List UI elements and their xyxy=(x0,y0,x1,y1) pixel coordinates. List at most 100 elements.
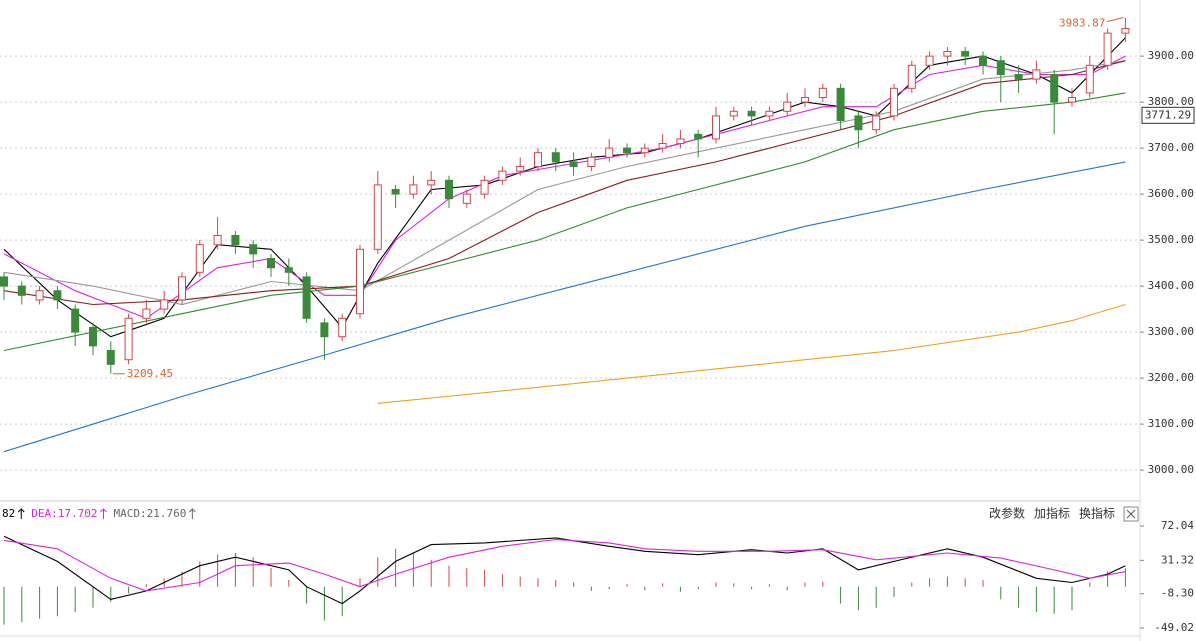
candle-body xyxy=(445,179,453,200)
indicator-line xyxy=(3,60,1126,306)
y-tick-label: 3300.00 xyxy=(1148,325,1194,338)
candle-body xyxy=(231,235,240,246)
candle-body xyxy=(35,290,44,301)
candle-body xyxy=(373,184,382,250)
candle-body xyxy=(427,179,436,186)
arrow-up xyxy=(100,508,107,519)
y-tick-label: 31.32 xyxy=(1161,553,1194,566)
indicator-line xyxy=(3,60,1126,306)
candle-body xyxy=(925,55,934,66)
cursor-box xyxy=(1141,106,1195,124)
candle-body xyxy=(979,55,987,66)
candle-body xyxy=(124,317,133,361)
candle-body xyxy=(587,156,596,168)
high-label: 3983.87 xyxy=(1059,17,1105,30)
candle-body xyxy=(961,51,970,57)
macd-header: 82 xyxy=(2,507,15,520)
indicator-line xyxy=(3,37,1126,338)
candle-body xyxy=(320,322,329,338)
candle-body xyxy=(160,299,169,310)
candle-body xyxy=(178,276,186,301)
candle-body xyxy=(53,290,62,301)
candle-body xyxy=(142,308,151,319)
indicator-line xyxy=(3,535,1126,605)
candle-body xyxy=(0,276,8,287)
macd-header: MACD:21.760 xyxy=(113,507,186,520)
candle-body xyxy=(890,87,898,117)
low-label: 3209.45 xyxy=(127,367,173,380)
y-tick-label: 3500.00 xyxy=(1148,233,1194,246)
candle-body xyxy=(480,179,489,195)
indicator-button[interactable]: 加指标 xyxy=(1034,506,1070,521)
candle-body xyxy=(996,60,1005,76)
candle-body xyxy=(694,133,703,140)
y-tick-label: 3700.00 xyxy=(1148,141,1194,154)
candle-body xyxy=(1103,32,1112,66)
candle-body xyxy=(17,285,26,296)
macd-header: DEA:17.702 xyxy=(31,507,97,520)
candle-body xyxy=(302,276,311,319)
candle-body xyxy=(195,244,204,273)
y-tick-label: 3000.00 xyxy=(1148,463,1194,476)
candle-body xyxy=(658,143,667,149)
indicator-line xyxy=(3,538,1126,592)
arrow-up xyxy=(188,508,196,519)
y-tick-label: 3200.00 xyxy=(1148,371,1194,384)
y-tick-label: 72.04 xyxy=(1161,519,1194,532)
candle-body xyxy=(712,115,720,140)
candle-body xyxy=(623,147,631,154)
y-tick-label: 3100.00 xyxy=(1148,417,1194,430)
candle-body xyxy=(765,110,774,117)
y-tick-label: 3400.00 xyxy=(1148,279,1194,292)
candle-body xyxy=(569,161,578,168)
candle-body xyxy=(284,267,293,273)
candle-body xyxy=(551,152,560,163)
indicator-line xyxy=(377,303,1126,404)
candle-body xyxy=(872,115,881,131)
indicator-line xyxy=(3,92,1126,352)
candle-body xyxy=(213,235,222,246)
indicator-button[interactable]: 改参数 xyxy=(989,506,1025,521)
candle-body xyxy=(729,110,738,117)
candle-body xyxy=(534,152,542,168)
candle-body xyxy=(1068,97,1076,103)
arrow-up xyxy=(17,508,25,519)
indicator-line xyxy=(3,161,1126,453)
candle-body xyxy=(498,170,507,181)
y-tick-label: 3900.00 xyxy=(1148,49,1194,62)
candle-body xyxy=(409,184,418,195)
y-tick-label: -8.30 xyxy=(1161,587,1194,600)
candle-body xyxy=(907,64,916,89)
candle-body xyxy=(1121,28,1130,34)
candle-body xyxy=(89,327,97,347)
candle-body xyxy=(640,147,649,154)
candle-body xyxy=(943,51,952,57)
candle-body xyxy=(391,189,400,195)
candle-body xyxy=(836,87,845,122)
y-tick-label: 3800.00 xyxy=(1148,95,1194,108)
indicator-button[interactable]: 换指标 xyxy=(1079,506,1115,521)
candle-body xyxy=(1050,74,1059,103)
candle-body xyxy=(249,244,258,255)
indicator-line xyxy=(3,55,1126,319)
candle-body xyxy=(71,308,80,333)
candle-body xyxy=(462,193,471,204)
y-tick-label: 3600.00 xyxy=(1148,187,1194,200)
candle-body xyxy=(783,101,792,112)
candle-body xyxy=(818,87,827,99)
close-icon xyxy=(1126,509,1136,519)
candle-body xyxy=(338,317,347,338)
high-arrow xyxy=(1107,17,1124,23)
candle-body xyxy=(516,166,525,172)
candle-body xyxy=(747,110,756,117)
candle-body xyxy=(1032,69,1041,80)
candle-body xyxy=(801,97,809,103)
candle-body xyxy=(267,258,275,269)
candle-body xyxy=(1014,74,1023,80)
cursor-label: 3771.29 xyxy=(1145,108,1191,121)
candle-body xyxy=(676,138,685,145)
candle-body xyxy=(1085,64,1094,94)
y-tick-label: -49.02 xyxy=(1154,621,1194,634)
candle-body xyxy=(854,115,863,131)
